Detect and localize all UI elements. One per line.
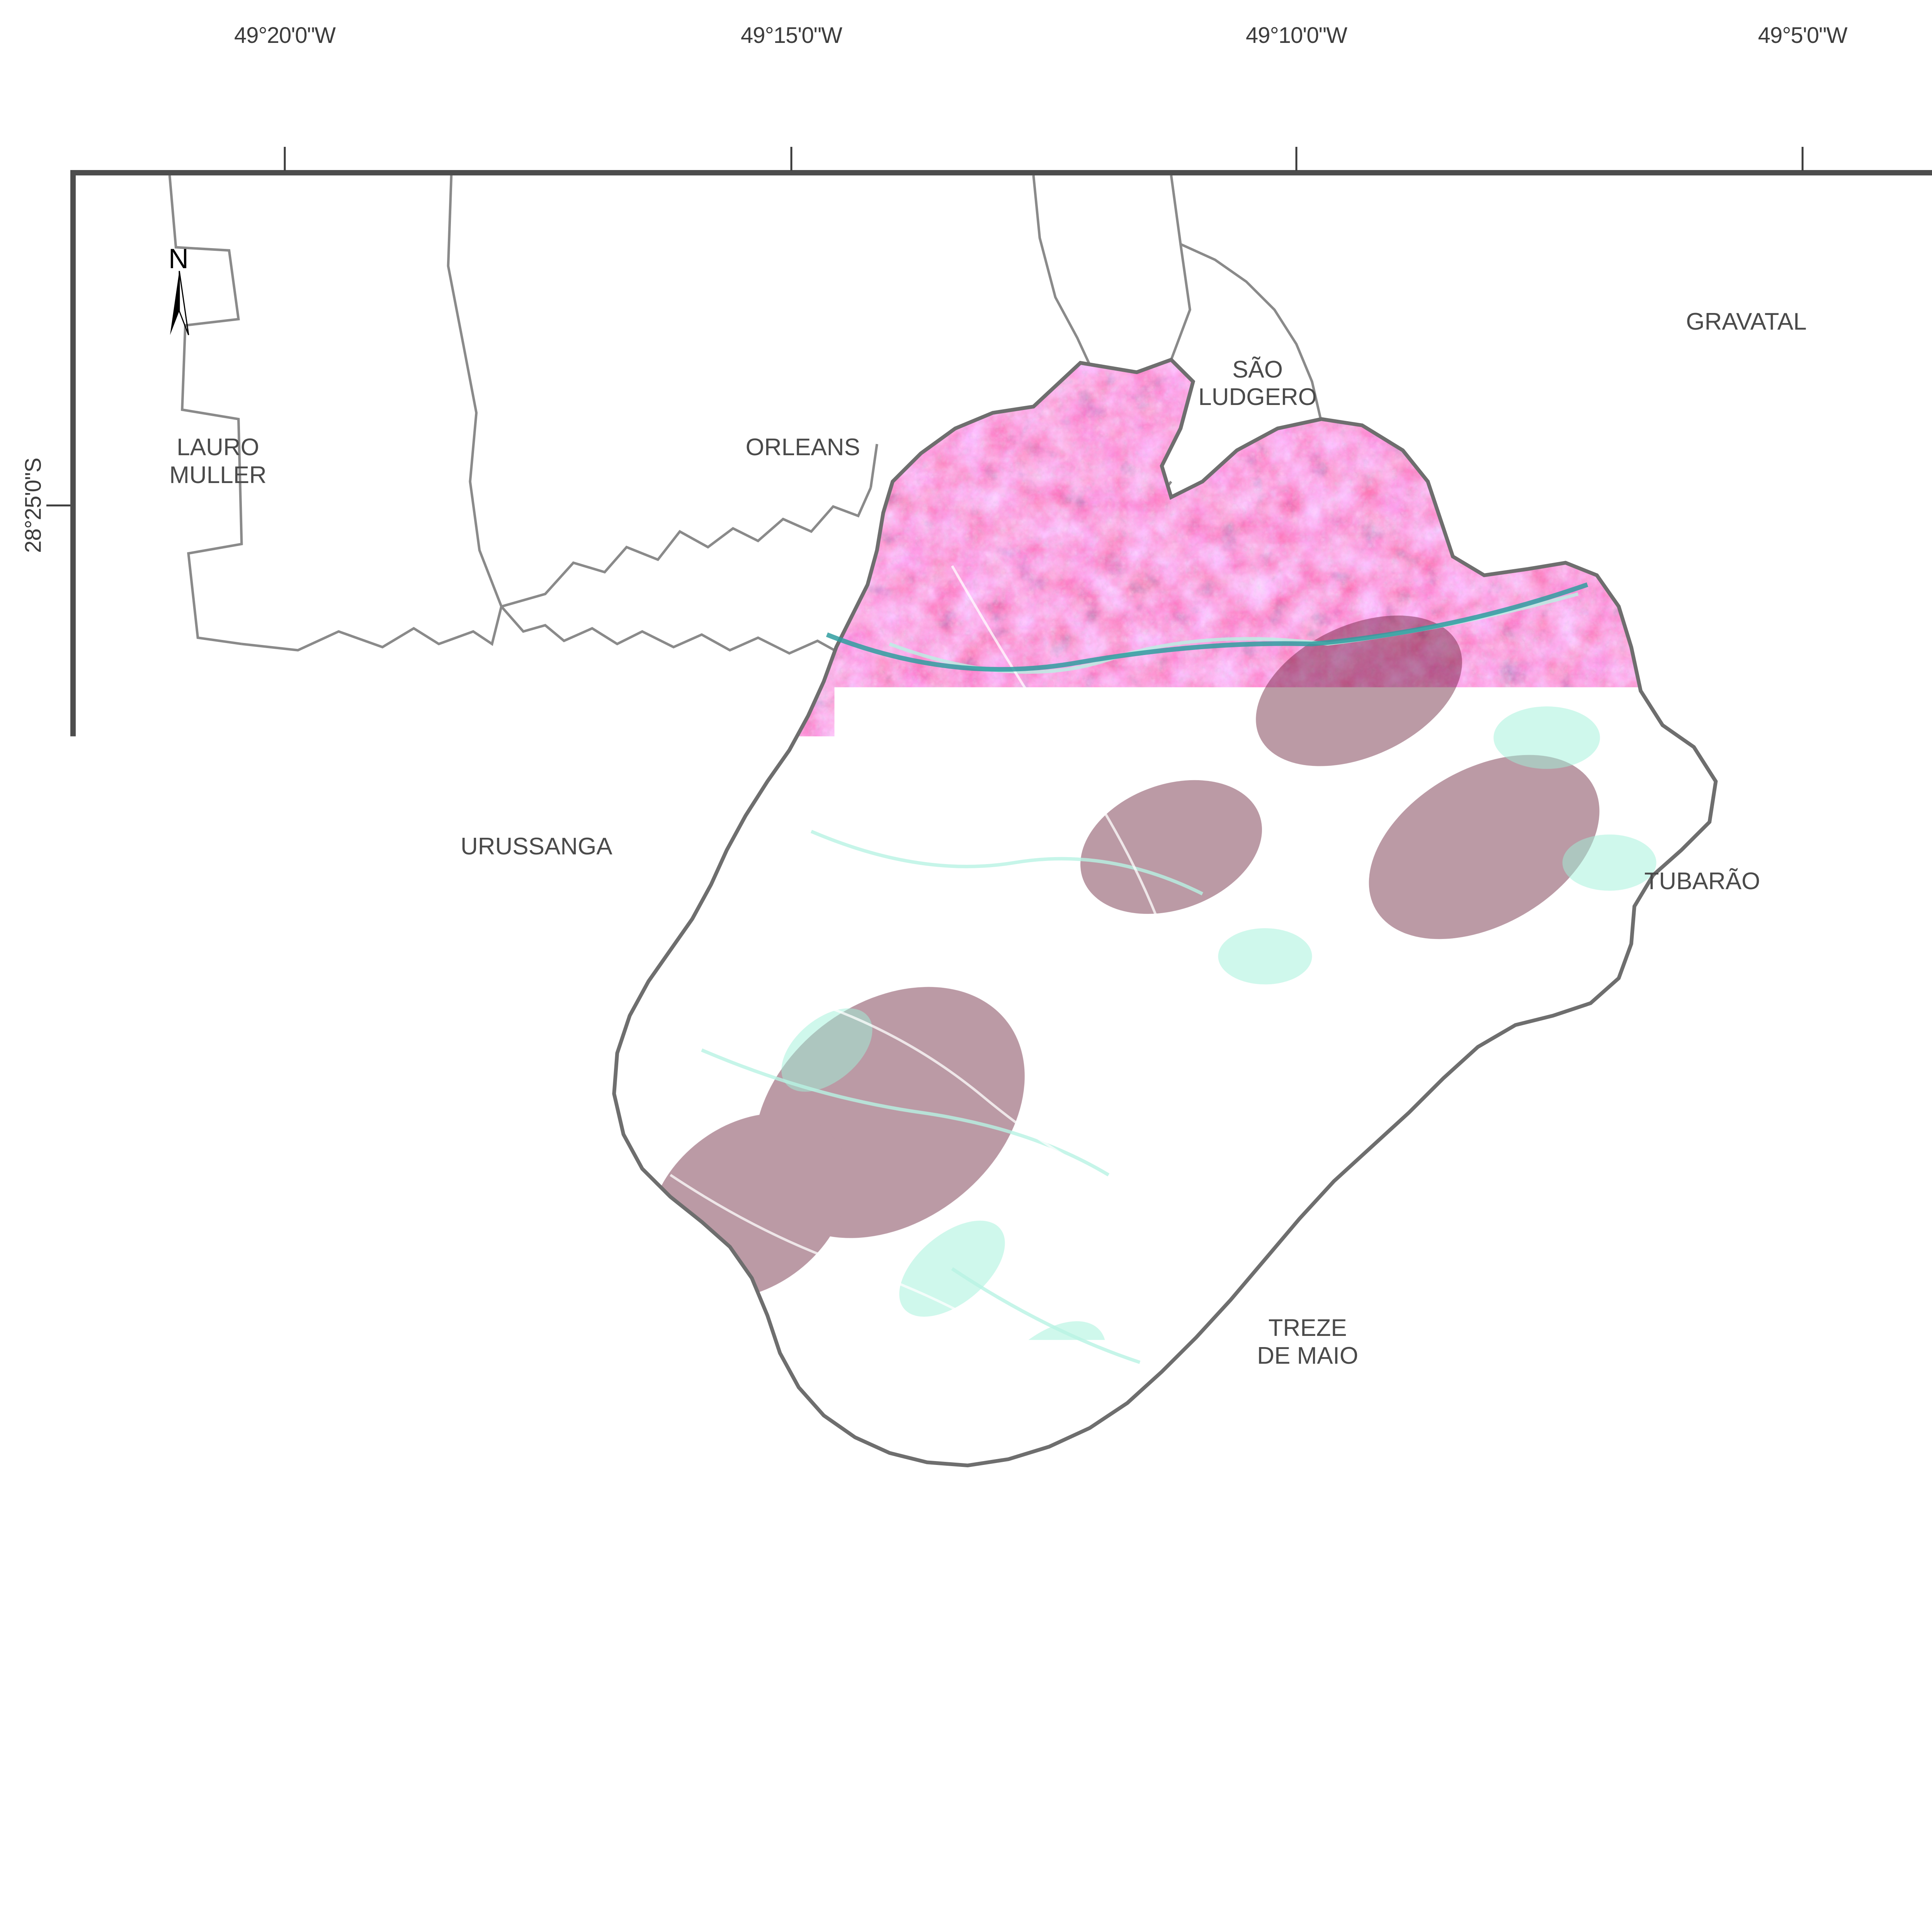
map-label-lauro-muller: LAURO MULLER bbox=[169, 434, 267, 489]
lat-label-1: 28°25'0"S bbox=[20, 458, 46, 553]
lat-label-3: 28°35'0"S bbox=[20, 1562, 46, 1657]
lon-tick-top-3 bbox=[1296, 147, 1298, 171]
lon-tick-bottom-3 bbox=[1296, 1836, 1298, 1860]
lon-label-bottom-4: 49°5'0"W bbox=[1758, 1869, 1847, 1895]
lon-label-top-3: 49°10'0"W bbox=[1246, 22, 1347, 48]
map-label-sangao: SANGÃO bbox=[1495, 1551, 1597, 1579]
lat-label-2: 28°30'0"S bbox=[20, 1012, 46, 1107]
lon-label-bottom-3: 49°10'0"W bbox=[1246, 1869, 1347, 1895]
north-arrow-letter: N bbox=[168, 243, 189, 275]
lon-tick-top-1 bbox=[284, 147, 286, 171]
lon-label-bottom-2: 49°15'0"W bbox=[741, 1869, 842, 1895]
main-map-frame: GRAVATAL SÃO LUDGERO ORLEANS LAURO MULLE… bbox=[70, 170, 1932, 1836]
map-label-gravatal: GRAVATAL bbox=[1686, 308, 1806, 335]
lat-tick-2 bbox=[46, 1059, 70, 1061]
lon-tick-bottom-2 bbox=[791, 1836, 793, 1860]
north-arrow: N bbox=[157, 243, 203, 336]
lat-tick-3 bbox=[46, 1609, 70, 1611]
lat-tick-1 bbox=[46, 505, 70, 507]
lon-label-bottom-1: 49°20'0"W bbox=[234, 1869, 335, 1895]
lon-tick-bottom-1 bbox=[284, 1836, 286, 1860]
lon-label-top-4: 49°5'0"W bbox=[1758, 22, 1847, 48]
map-label-treze-de-maio: TREZE DE MAIO bbox=[1257, 1314, 1358, 1369]
map-label-morro-da-fumaca: MORRO DA FUMAÇA bbox=[657, 1558, 789, 1613]
lon-tick-top-4 bbox=[1802, 147, 1804, 171]
map-label-tubarao: TUBARÃO bbox=[1645, 868, 1760, 895]
lon-label-top-1: 49°20'0"W bbox=[234, 22, 335, 48]
lon-tick-bottom-4 bbox=[1802, 1836, 1804, 1860]
map-vector-layer bbox=[76, 175, 1932, 1831]
map-canvas[interactable]: GRAVATAL SÃO LUDGERO ORLEANS LAURO MULLE… bbox=[76, 175, 1932, 1831]
map-label-orleans: ORLEANS bbox=[746, 434, 860, 461]
map-label-cocal-do-sul: COCAL DO SUL bbox=[316, 1453, 405, 1509]
lon-label-top-2: 49°15'0"W bbox=[741, 22, 842, 48]
lon-tick-top-2 bbox=[791, 147, 793, 171]
map-label-jaguaruna: JAGUARUNA bbox=[1750, 1488, 1898, 1516]
map-label-urussanga: URUSSANGA bbox=[461, 833, 612, 860]
map-label-sao-ludgero: SÃO LUDGERO bbox=[1198, 356, 1317, 411]
